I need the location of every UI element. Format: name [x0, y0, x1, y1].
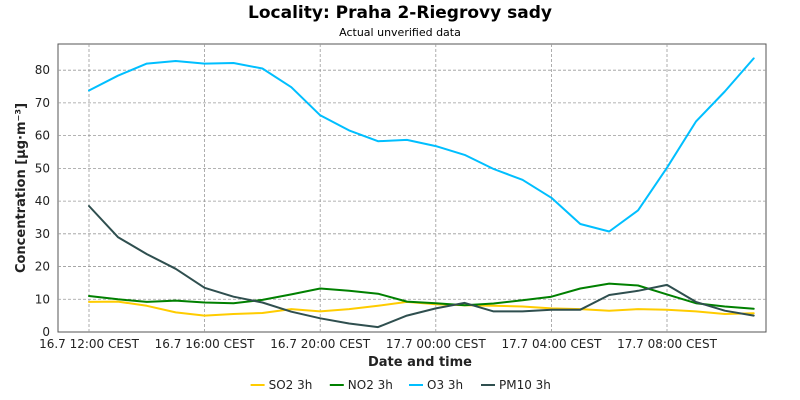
y-tick-label: 0 [42, 325, 50, 339]
x-axis-label: Date and time [368, 355, 472, 370]
plot-frame [57, 43, 767, 333]
y-tick-label: 40 [35, 194, 50, 208]
x-tick-label: 17.7 00:00 CEST [386, 337, 487, 351]
y-tick-label: 20 [35, 260, 50, 274]
legend-label: SO2 3h [269, 378, 313, 392]
y-tick-label: 80 [35, 63, 50, 77]
y-tick-label: 10 [35, 292, 50, 306]
series-line-pm10-3h [88, 205, 755, 329]
plot-area [57, 43, 767, 333]
y-tick-label: 50 [35, 161, 50, 175]
grid [58, 44, 766, 332]
chart-title: Locality: Praha 2-Riegrovy sady [248, 3, 552, 23]
legend: SO2 3h NO2 3h O3 3h PM10 3h [250, 378, 551, 392]
y-axis-label: Concentration [µg·m⁻³] [14, 103, 29, 273]
legend-label: O3 3h [427, 378, 463, 392]
x-axis-ticks: 16.7 12:00 CEST 16.7 16:00 CEST 16.7 20:00… [39, 337, 718, 351]
y-axis-ticks: 0 10 20 30 40 50 60 70 80 [35, 63, 50, 339]
series-line-no2-3h [88, 282, 755, 310]
x-tick-label: 17.7 08:00 CEST [617, 337, 718, 351]
y-tick-label: 60 [35, 129, 50, 143]
x-tick-label: 16.7 12:00 CEST [39, 337, 140, 351]
x-tick-label: 16.7 16:00 CEST [155, 337, 256, 351]
y-tick-label: 30 [35, 227, 50, 241]
series-line-o3-3h [88, 57, 755, 233]
y-tick-label: 70 [35, 96, 50, 110]
legend-label: PM10 3h [499, 378, 551, 392]
series-lines [88, 57, 755, 329]
chart-subtitle: Actual unverified data [339, 26, 461, 39]
x-tick-label: 16.7 20:00 CEST [270, 337, 371, 351]
x-tick-label: 17.7 04:00 CEST [501, 337, 602, 351]
legend-label: NO2 3h [348, 378, 393, 392]
